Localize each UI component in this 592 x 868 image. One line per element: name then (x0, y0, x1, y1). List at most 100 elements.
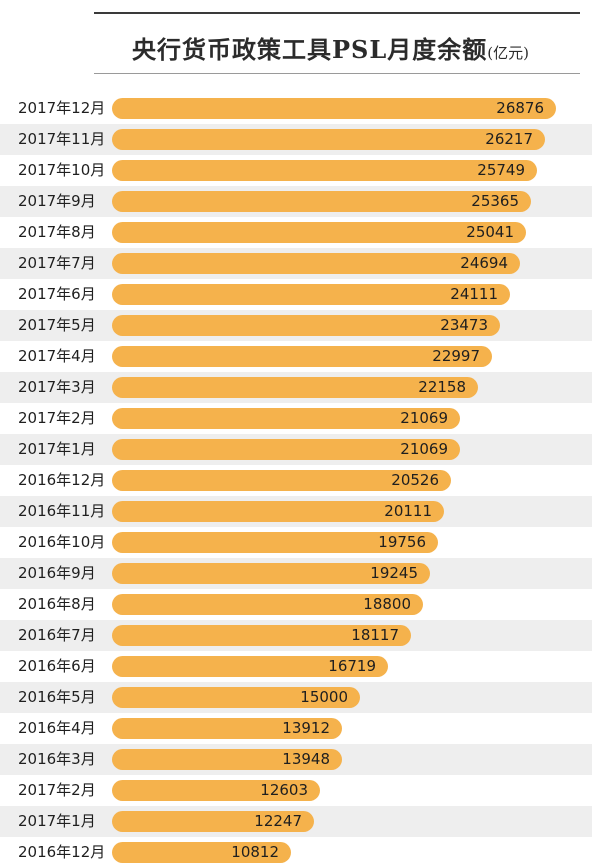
bar: 21069 (112, 439, 460, 460)
bar: 21069 (112, 408, 460, 429)
bar-row: 2017年2月 21069 (0, 403, 592, 434)
bar-value-label: 22997 (432, 347, 480, 365)
chart-title: 央行货币政策工具PSL月度余额(亿元) (132, 30, 529, 65)
bar: 13912 (112, 718, 342, 739)
bar-row: 2017年3月 22158 (0, 372, 592, 403)
bar: 12247 (112, 811, 314, 832)
bar-row: 2017年5月 23473 (0, 310, 592, 341)
category-label: 2016年4月 (18, 719, 96, 737)
bar-value-label: 12247 (254, 812, 302, 830)
bar-value-label: 25041 (466, 223, 514, 241)
bar-row: 2016年7月 18117 (0, 620, 592, 651)
bar-value-label: 23473 (440, 316, 488, 334)
chart-unit: (亿元) (487, 44, 529, 62)
bar-value-label: 20111 (384, 502, 432, 520)
title-top-rule (94, 12, 580, 14)
bar: 10812 (112, 842, 291, 863)
bar-row: 2016年6月 16719 (0, 651, 592, 682)
bar-value-label: 13948 (282, 750, 330, 768)
bar: 25749 (112, 160, 537, 181)
title-bottom-rule (94, 73, 580, 74)
category-label: 2016年5月 (18, 688, 96, 706)
category-label: 2016年3月 (18, 750, 96, 768)
bar-row: 2017年8月 25041 (0, 217, 592, 248)
bar: 20526 (112, 470, 451, 491)
category-label: 2016年9月 (18, 564, 96, 582)
bar: 19756 (112, 532, 438, 553)
category-label: 2017年11月 (18, 130, 106, 148)
bar-row: 2016年10月 19756 (0, 527, 592, 558)
bar: 24111 (112, 284, 510, 305)
bar: 25041 (112, 222, 526, 243)
bar-row: 2016年9月 19245 (0, 558, 592, 589)
bar: 12603 (112, 780, 320, 801)
bar: 13948 (112, 749, 342, 770)
category-label: 2016年12月 (18, 471, 106, 489)
bar-value-label: 12603 (260, 781, 308, 799)
bar-value-label: 24694 (460, 254, 508, 272)
bar-value-label: 24111 (450, 285, 498, 303)
bar: 19245 (112, 563, 430, 584)
bar-row: 2016年12月 20526 (0, 465, 592, 496)
bar-value-label: 26217 (485, 130, 533, 148)
bar-row: 2016年3月 13948 (0, 744, 592, 775)
bar-row: 2017年12月 26876 (0, 93, 592, 124)
bar: 22158 (112, 377, 478, 398)
category-label: 2017年6月 (18, 285, 96, 303)
bar-value-label: 19245 (370, 564, 418, 582)
bar-value-label: 19756 (378, 533, 426, 551)
bar-row: 2017年11月 26217 (0, 124, 592, 155)
category-label: 2016年7月 (18, 626, 96, 644)
category-label: 2017年7月 (18, 254, 96, 272)
bar-value-label: 25749 (477, 161, 525, 179)
category-label: 2016年10月 (18, 533, 106, 551)
bar: 26217 (112, 129, 545, 150)
category-label: 2017年10月 (18, 161, 106, 179)
bar: 23473 (112, 315, 500, 336)
bar-value-label: 18117 (351, 626, 399, 644)
category-label: 2017年12月 (18, 99, 106, 117)
category-label: 2016年6月 (18, 657, 96, 675)
bar-row: 2017年10月 25749 (0, 155, 592, 186)
bar: 18117 (112, 625, 411, 646)
category-label: 2017年1月 (18, 812, 96, 830)
bar-value-label: 22158 (418, 378, 466, 396)
bar-row: 2017年4月 22997 (0, 341, 592, 372)
category-label: 2017年5月 (18, 316, 96, 334)
bar-value-label: 21069 (400, 440, 448, 458)
bar-row: 2017年2月 12603 (0, 775, 592, 806)
bar: 26876 (112, 98, 556, 119)
bar-row: 2017年9月 25365 (0, 186, 592, 217)
chart-title-text: 央行货币政策工具PSL月度余额 (132, 35, 488, 64)
bar-value-label: 10812 (231, 843, 279, 861)
category-label: 2017年9月 (18, 192, 96, 210)
bar-row: 2016年12月 10812 (0, 837, 592, 868)
category-label: 2017年3月 (18, 378, 96, 396)
bar: 20111 (112, 501, 444, 522)
bar-value-label: 18800 (363, 595, 411, 613)
category-label: 2017年2月 (18, 409, 96, 427)
bar-value-label: 20526 (391, 471, 439, 489)
bar-row: 2016年5月 15000 (0, 682, 592, 713)
bar-row: 2017年7月 24694 (0, 248, 592, 279)
bar-row: 2017年6月 24111 (0, 279, 592, 310)
bar-row: 2016年4月 13912 (0, 713, 592, 744)
bar-row: 2017年1月 12247 (0, 806, 592, 837)
bar: 18800 (112, 594, 423, 615)
category-label: 2016年8月 (18, 595, 96, 613)
bar: 16719 (112, 656, 388, 677)
bar-row: 2017年1月 21069 (0, 434, 592, 465)
bar-value-label: 21069 (400, 409, 448, 427)
bar: 22997 (112, 346, 492, 367)
bar: 15000 (112, 687, 360, 708)
bar-value-label: 25365 (471, 192, 519, 210)
category-label: 2017年8月 (18, 223, 96, 241)
category-label: 2017年4月 (18, 347, 96, 365)
title-area: 央行货币政策工具PSL月度余额(亿元) (0, 0, 592, 90)
category-label: 2016年11月 (18, 502, 106, 520)
bar-chart: 2017年12月 26876 2017年11月 26217 2017年10月 25749 2… (0, 93, 592, 863)
bar-value-label: 15000 (300, 688, 348, 706)
bar-value-label: 26876 (496, 99, 544, 117)
category-label: 2017年1月 (18, 440, 96, 458)
bar: 24694 (112, 253, 520, 274)
